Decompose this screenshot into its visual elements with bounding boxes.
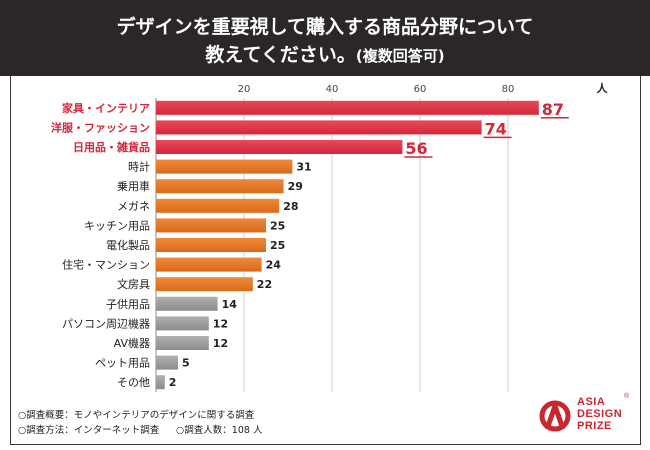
- bar: [156, 198, 280, 213]
- logo-line-3: PRIZE: [577, 420, 612, 432]
- x-tick-label: 20: [238, 84, 251, 95]
- value-label: 12: [213, 337, 228, 350]
- bar: [156, 296, 218, 311]
- value-label: 87: [542, 100, 564, 119]
- category-label: 家具・インテリア: [62, 101, 150, 115]
- category-label: 子供用品: [106, 297, 150, 311]
- category-label: 住宅・マンション: [62, 258, 150, 272]
- value-label: 56: [405, 139, 427, 158]
- registered-mark: ®: [624, 393, 630, 400]
- title-line-1: デザインを重要視して購入する商品分野について: [116, 16, 534, 38]
- category-label: 洋服・ファッション: [51, 120, 150, 134]
- x-tick-label: 60: [414, 84, 427, 95]
- x-tick-label: 40: [326, 84, 339, 95]
- category-label: ペット用品: [95, 357, 150, 370]
- title-note: (複数回答可): [355, 47, 445, 65]
- value-label: 29: [288, 180, 303, 193]
- category-label: 乗用車: [117, 179, 150, 193]
- survey-method-note: ○調査方法：インターネット調査: [18, 425, 160, 436]
- value-label: 24: [266, 259, 282, 272]
- value-label: 74: [485, 119, 507, 138]
- value-label: 22: [257, 278, 272, 291]
- category-label: 文房具: [117, 277, 150, 291]
- logo-line-1: ASIA: [577, 396, 606, 408]
- logo-line-2: DESIGN: [577, 408, 623, 420]
- category-label: 日用品・雑貨品: [73, 140, 150, 154]
- bar: [156, 100, 539, 115]
- chart-panel: 20 40 60 80 人家具・インテリア 87 洋服・ファッション 74 日用品・雑貨品 56 時…: [10, 76, 641, 445]
- value-label: 12: [213, 317, 228, 330]
- asia-design-prize-logo: [539, 400, 571, 432]
- x-unit-label: 人: [597, 81, 609, 95]
- value-label: 28: [283, 200, 298, 213]
- category-label: 時計: [128, 160, 150, 174]
- value-label: 5: [182, 357, 190, 370]
- bar: [156, 336, 209, 350]
- bar: [156, 218, 266, 233]
- x-tick-label: 80: [502, 84, 515, 95]
- bar: [156, 159, 293, 174]
- bar: [156, 277, 253, 292]
- category-label: AV機器: [114, 336, 150, 350]
- survey-summary-note: ○調査概要：モノやインテリアのデザインに関する調査: [18, 410, 255, 421]
- bar: [156, 257, 262, 272]
- bar: [156, 238, 266, 252]
- bar: [156, 375, 165, 390]
- value-label: 31: [296, 161, 311, 174]
- bar: [156, 140, 403, 154]
- logo-wordmark: ASIA DESIGN PRIZE: [577, 396, 622, 432]
- category-label: パソコン周辺機器: [62, 316, 150, 330]
- category-label: メガネ: [117, 200, 150, 213]
- value-label: 25: [270, 219, 285, 232]
- bar: [156, 316, 209, 331]
- bar-chart: 20 40 60 80 人家具・インテリア 87 洋服・ファッション 74 日用品・雑貨品 56 時…: [51, 81, 609, 392]
- title-line-2: 教えてください。(複数回答可): [0, 40, 650, 67]
- category-label: キッチン用品: [84, 219, 150, 232]
- bar: [156, 355, 178, 370]
- category-label: 電化製品: [106, 238, 150, 252]
- value-label: 2: [169, 376, 177, 389]
- value-label: 25: [270, 239, 285, 252]
- header-bar: デザインを重要視して購入する商品分野について 教えてください。(複数回答可): [0, 0, 650, 76]
- value-label: 14: [222, 298, 238, 311]
- bar: [156, 120, 482, 135]
- bar: [156, 179, 284, 194]
- title-main: 教えてください。: [205, 44, 356, 66]
- category-label: その他: [117, 376, 150, 389]
- respondents-note: ○調査人数：108 人: [176, 425, 263, 436]
